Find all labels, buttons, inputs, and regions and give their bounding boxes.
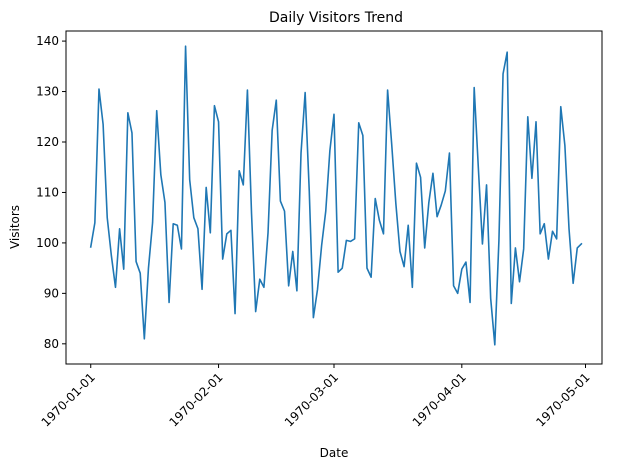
chart-title: Daily Visitors Trend — [269, 10, 403, 26]
y-tick-label: 140 — [36, 34, 59, 48]
y-tick-label: 120 — [36, 135, 59, 149]
y-tick-label: 90 — [44, 286, 59, 300]
y-axis-ticks: 80 90 100 110 120 130 140 — [36, 34, 66, 351]
y-tick-label: 130 — [36, 85, 59, 99]
plot-marks — [89, 45, 583, 346]
y-tick-label: 80 — [44, 337, 59, 351]
x-axis-title: Date — [320, 446, 349, 460]
y-axis-title: Visitors — [8, 205, 22, 249]
plot-frame — [65, 30, 603, 365]
series-line — [89, 45, 583, 346]
y-tick-label: 110 — [36, 185, 59, 199]
y-tick-label: 100 — [36, 236, 59, 250]
